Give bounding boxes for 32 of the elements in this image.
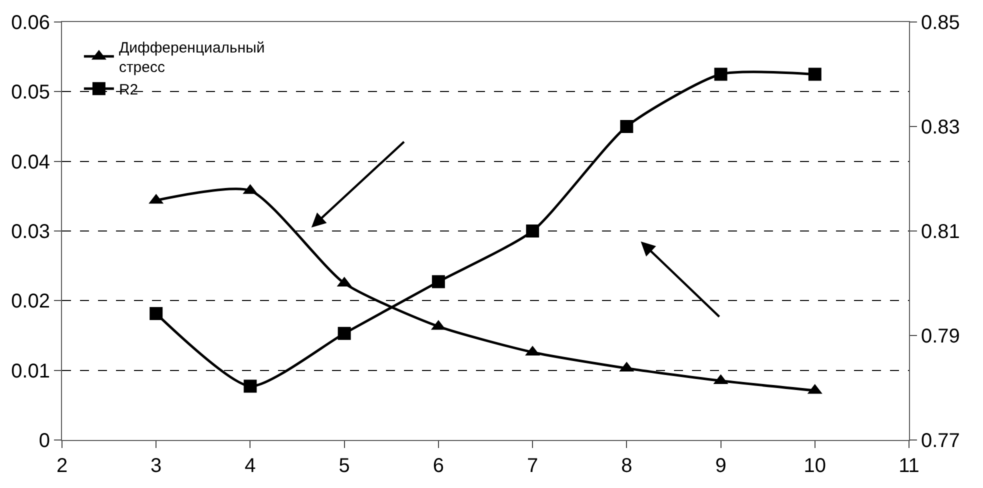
point [150,307,163,320]
x-tick-label: 7 [526,455,538,477]
point [526,224,540,238]
point [714,68,728,81]
y-tick-label: 0.06 [11,12,50,34]
point [808,68,822,81]
y2-tick-label: 0.81 [921,221,960,243]
y-tick-label: 0.02 [11,290,50,313]
y2-tick-label: 0.83 [921,116,960,138]
y-tick-label: 0.03 [11,221,50,243]
x-tick-label: 8 [621,455,632,477]
x-tick-label: 10 [804,455,826,477]
x-tick-label: 11 [898,455,920,477]
y2-tick-label: 0.77 [921,430,960,452]
point [244,380,257,393]
x-tick-label: 4 [244,455,256,477]
point [620,120,634,133]
y-tick-label: 0.01 [11,360,50,382]
y-tick-label: 0 [38,430,50,452]
y2-tick-label: 0.79 [921,326,960,348]
y-tick-label: 0.04 [11,151,50,174]
y2-tick-label: 0.85 [921,12,960,34]
x-tick-label: 6 [432,455,444,477]
y-tick-label: 0.05 [11,82,50,104]
x-tick-label: 3 [150,455,162,477]
legend-label: Дифференциальный стресс [118,39,265,76]
x-tick-label: 2 [56,455,68,477]
legend-label: R2 [118,81,138,98]
point [432,275,445,288]
x-tick-label: 5 [338,455,350,477]
point [338,326,351,340]
x-tick-label: 9 [715,455,726,477]
